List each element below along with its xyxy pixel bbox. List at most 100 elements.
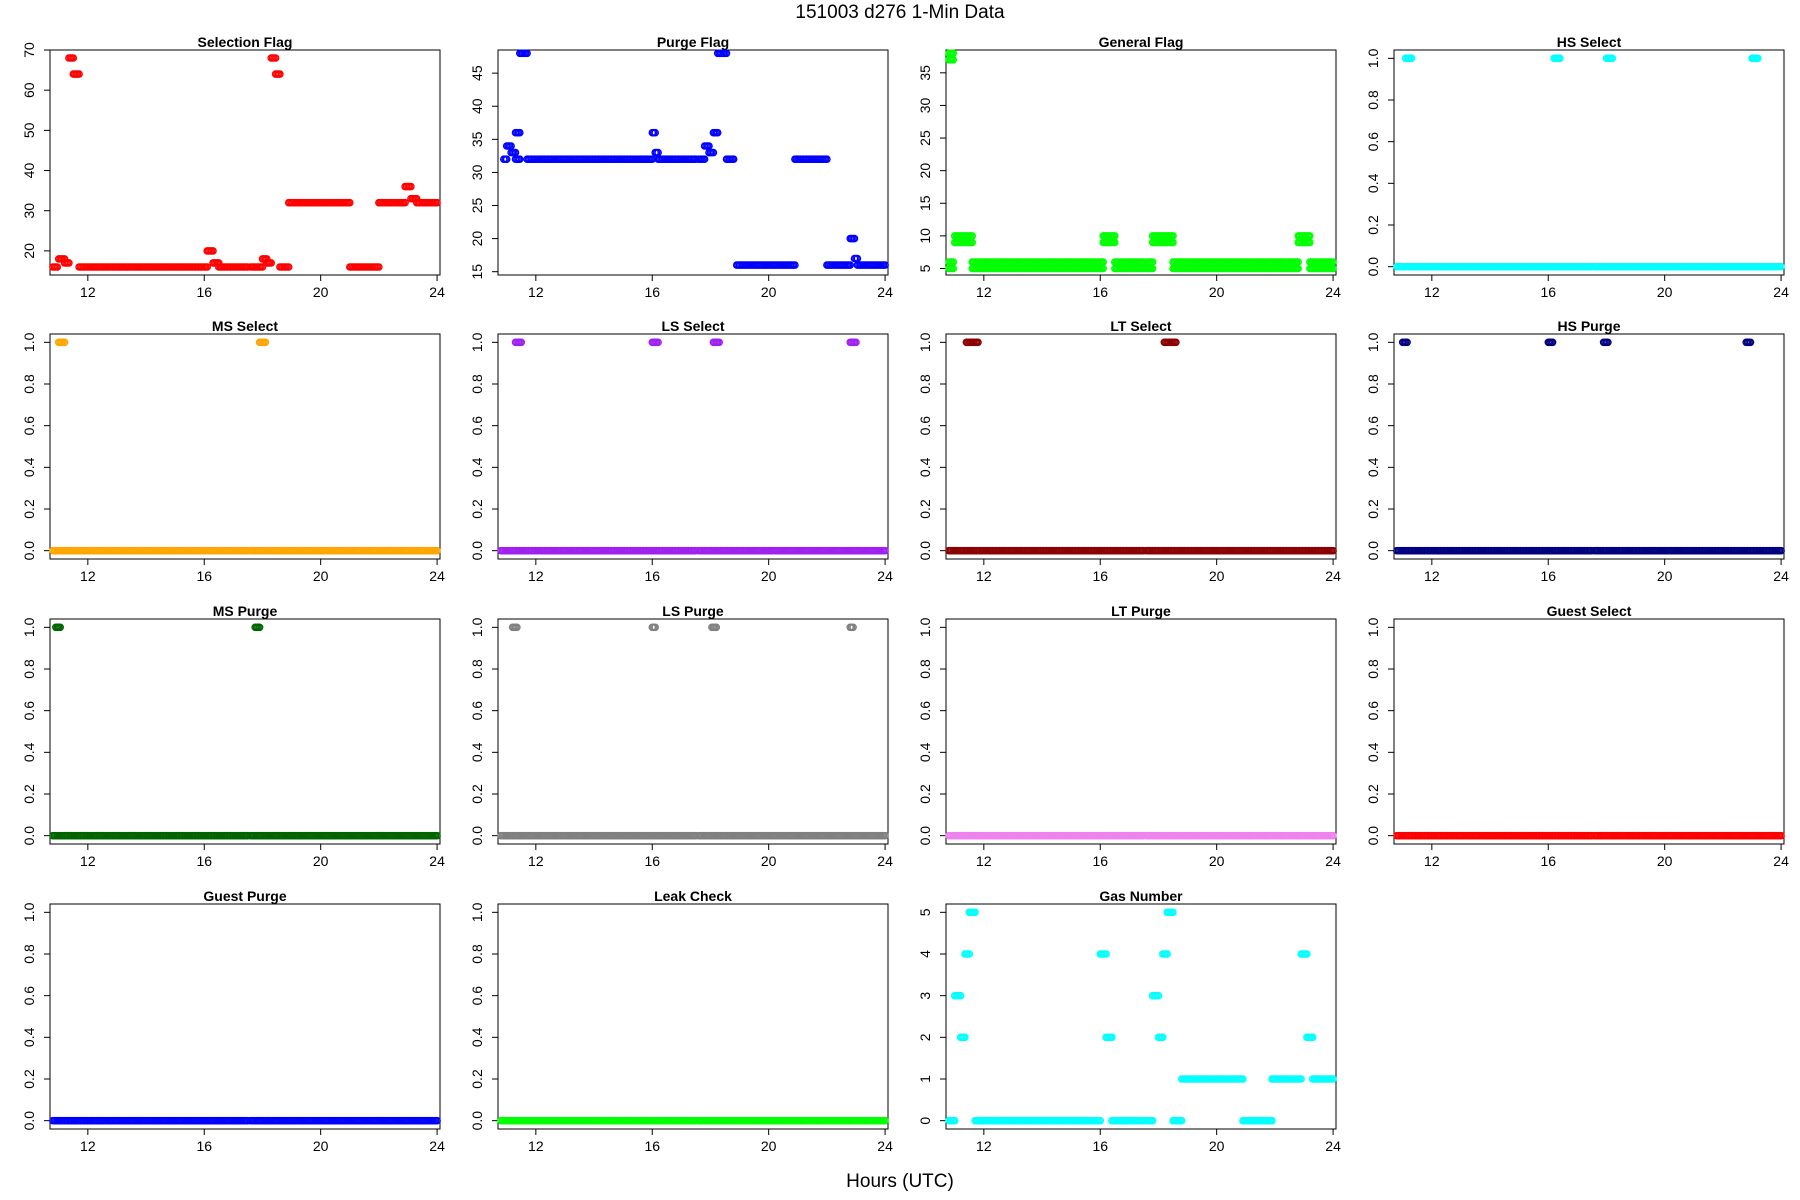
- x-tick-label: 12: [80, 1138, 96, 1154]
- x-tick-label: 20: [313, 568, 329, 584]
- data-point: [881, 1116, 889, 1125]
- plot-frame: [497, 333, 889, 560]
- data-point: [1294, 264, 1302, 273]
- y-tick-label: 25: [469, 198, 485, 214]
- plot-frame: [49, 49, 441, 276]
- x-tick-label: 20: [313, 284, 329, 300]
- y-tick-label: 1.0: [1365, 617, 1381, 637]
- data-point: [75, 70, 83, 78]
- x-tick-label: 12: [80, 853, 96, 869]
- panel-title: Purge Flag: [657, 34, 729, 50]
- data-point: [852, 338, 860, 347]
- y-tick-label: 0.6: [917, 701, 933, 721]
- y-tick-label: 0.0: [469, 541, 485, 561]
- y-tick-label: 1.0: [469, 617, 485, 637]
- x-tick-label: 12: [976, 853, 992, 869]
- y-tick-label: 0.0: [1365, 257, 1381, 277]
- data-point: [65, 259, 73, 267]
- data-point: [709, 148, 718, 157]
- panel-title: Leak Check: [654, 888, 732, 904]
- data-point: [1608, 54, 1617, 63]
- panel-title: LT Purge: [1111, 603, 1171, 619]
- y-tick-label: 0.6: [1365, 701, 1381, 721]
- data-point: [850, 234, 859, 243]
- x-tick-label: 16: [644, 1138, 660, 1154]
- data-point: [1303, 950, 1311, 958]
- plot-frame: [497, 618, 889, 845]
- panel-title: MS Select: [212, 318, 278, 334]
- data-point: [407, 182, 415, 191]
- x-tick-label: 16: [1092, 284, 1108, 300]
- y-tick-label: 25: [917, 130, 933, 146]
- y-tick-label: 0.2: [1365, 499, 1381, 519]
- y-tick-label: 0.0: [21, 826, 37, 846]
- data-point: [651, 128, 660, 137]
- plot-frame: [497, 49, 889, 276]
- data-point: [1777, 262, 1785, 271]
- x-tick-label: 12: [976, 284, 992, 300]
- x-tick-label: 24: [877, 1138, 893, 1154]
- data-point: [950, 1116, 959, 1125]
- x-tick-label: 24: [1325, 853, 1341, 869]
- data-point: [949, 264, 958, 273]
- y-tick-label: 2: [917, 1033, 933, 1041]
- x-tick-label: 20: [761, 1138, 777, 1154]
- x-tick-label: 16: [644, 284, 660, 300]
- data-point: [1308, 1033, 1317, 1042]
- y-tick-label: 0.8: [1365, 374, 1381, 394]
- x-tick-label: 20: [313, 1138, 329, 1154]
- data-point: [729, 155, 738, 163]
- data-point: [433, 1116, 441, 1125]
- data-point: [1096, 1116, 1105, 1125]
- data-point: [513, 623, 521, 632]
- data-point: [1239, 1075, 1247, 1083]
- y-tick-label: 0.2: [469, 1069, 485, 1089]
- y-tick-label: 0.0: [917, 541, 933, 561]
- data-point: [1177, 1116, 1186, 1125]
- y-tick-label: 1.0: [917, 617, 933, 637]
- x-tick-label: 16: [196, 853, 212, 869]
- data-point: [502, 155, 511, 163]
- y-tick-label: 1.0: [469, 902, 485, 922]
- y-tick-label: 40: [21, 163, 37, 179]
- x-tick-label: 24: [429, 1138, 445, 1154]
- plot-frame: [49, 618, 441, 845]
- data-point: [433, 831, 441, 840]
- x-tick-label: 12: [976, 568, 992, 584]
- y-tick-label: 0.2: [917, 499, 933, 519]
- panel-title: HS Select: [1557, 34, 1622, 50]
- data-point: [949, 56, 958, 64]
- y-tick-label: 0.4: [21, 1027, 37, 1047]
- data-point: [517, 338, 526, 347]
- data-point: [261, 338, 270, 347]
- data-point: [700, 155, 709, 163]
- y-tick-label: 0.4: [21, 457, 37, 477]
- y-tick-label: 1.0: [1365, 332, 1381, 352]
- x-tick-label: 24: [1773, 284, 1789, 300]
- y-tick-label: 35: [469, 131, 485, 147]
- y-tick-label: 60: [21, 82, 37, 98]
- y-tick-label: 0.2: [917, 784, 933, 804]
- y-tick-label: 0.2: [1365, 215, 1381, 235]
- panel-title: Guest Purge: [203, 888, 286, 904]
- y-tick-label: 20: [21, 243, 37, 259]
- data-point: [961, 1033, 969, 1042]
- data-point: [1329, 546, 1337, 555]
- y-tick-label: 0.4: [1365, 457, 1381, 477]
- plot-frame: [945, 49, 1337, 276]
- data-point: [1102, 950, 1110, 958]
- y-tick-label: 0.8: [917, 659, 933, 679]
- x-tick-label: 24: [429, 853, 445, 869]
- y-tick-label: 0.8: [469, 374, 485, 394]
- data-point: [267, 259, 276, 267]
- y-tick-label: 30: [21, 203, 37, 219]
- data-point: [881, 261, 889, 269]
- y-tick-label: 0.0: [1365, 826, 1381, 846]
- data-point: [375, 263, 383, 271]
- data-point: [516, 155, 524, 163]
- x-tick-label: 16: [1092, 853, 1108, 869]
- y-tick-label: 0.2: [21, 499, 37, 519]
- y-tick-label: 0.4: [469, 457, 485, 477]
